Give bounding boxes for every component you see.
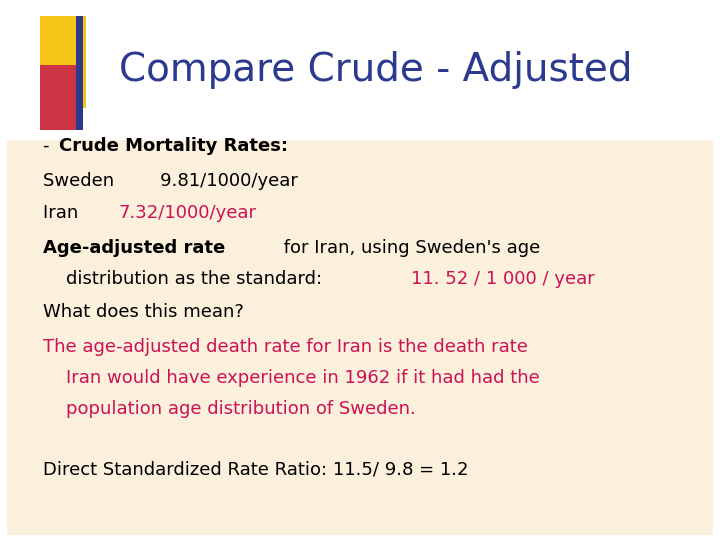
Bar [40,16,86,108]
Text: -: - [43,137,55,155]
Text: distribution as the standard:: distribution as the standard: [43,270,328,288]
Text: Age-adjusted rate: Age-adjusted rate [43,239,225,258]
Text: 11. 52 / 1 000 / year: 11. 52 / 1 000 / year [411,270,595,288]
Text: What does this mean?: What does this mean? [43,303,244,321]
Text: for Iran, using Sweden's age: for Iran, using Sweden's age [279,239,541,258]
FancyBboxPatch shape [7,140,713,535]
Text: population age distribution of Sweden.: population age distribution of Sweden. [43,400,416,418]
Text: Iran would have experience in 1962 if it had had the: Iran would have experience in 1962 if it… [43,369,540,387]
Text: Direct Standardized Rate Ratio: 11.5/ 9.8 = 1.2: Direct Standardized Rate Ratio: 11.5/ 9.… [43,461,469,479]
Bar [40,65,79,130]
Text: Compare Crude - Adjusted: Compare Crude - Adjusted [119,51,632,89]
Text: 7.32/1000/year: 7.32/1000/year [118,204,256,222]
Text: The age-adjusted death rate for Iran is the death rate: The age-adjusted death rate for Iran is … [43,338,528,356]
Text: Sweden        9.81/1000/year: Sweden 9.81/1000/year [43,172,298,190]
Bar [76,16,83,130]
Text: Crude Mortality Rates:: Crude Mortality Rates: [59,137,288,155]
Text: Iran: Iran [43,204,102,222]
